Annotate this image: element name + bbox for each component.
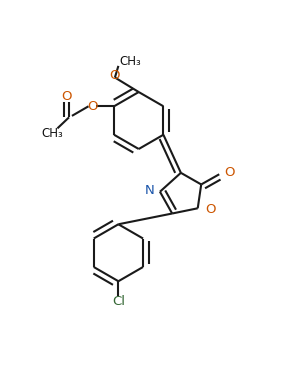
Text: CH₃: CH₃	[120, 55, 142, 68]
Text: Cl: Cl	[112, 295, 125, 308]
Text: O: O	[87, 100, 98, 113]
Text: CH₃: CH₃	[41, 127, 63, 140]
Text: O: O	[205, 203, 215, 216]
Text: O: O	[61, 90, 72, 102]
Text: O: O	[225, 166, 235, 179]
Text: O: O	[109, 69, 119, 82]
Text: N: N	[144, 184, 154, 197]
